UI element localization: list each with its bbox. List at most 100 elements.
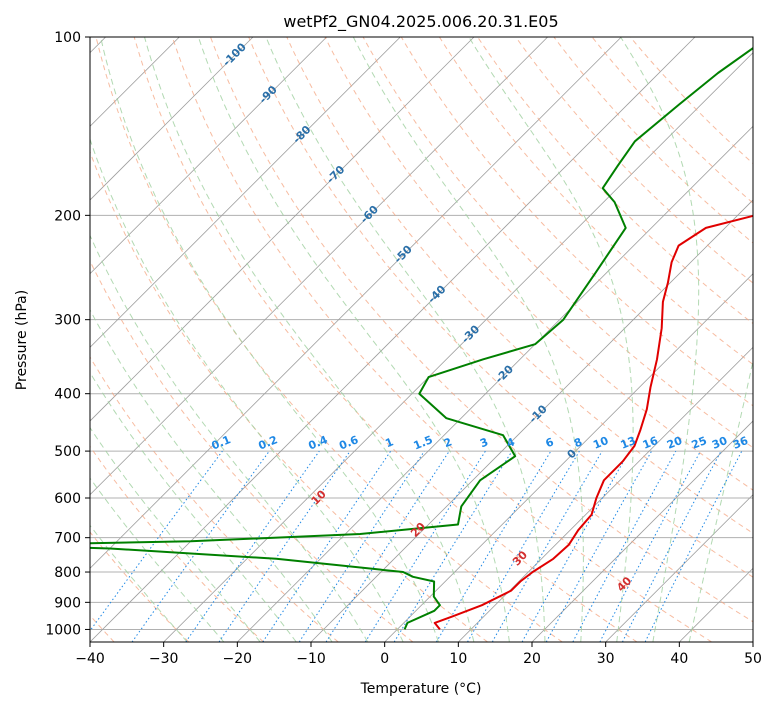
y-tick-label: 1000 [45, 622, 81, 638]
isotherm-label: -20 [493, 362, 516, 385]
dry-adiabat-line [133, 37, 638, 642]
mixing-ratio-line [325, 450, 450, 642]
y-tick-label: 400 [54, 387, 81, 403]
x-tick-label: 20 [523, 651, 541, 667]
moist-adiabat-line [144, 37, 475, 642]
x-tick-label: 0 [380, 651, 389, 667]
dry-adiabat-line [90, 356, 339, 642]
mixing-ratio-label: 0.6 [337, 433, 360, 452]
isotherm-label: -50 [392, 243, 415, 266]
dry-adiabat-line [553, 37, 753, 244]
dry-adiabat-line [90, 150, 488, 642]
mixing-ratio-line [262, 450, 392, 642]
mixing-ratio-label: 20 [665, 434, 684, 452]
moist-adiabat-line [90, 308, 333, 642]
isotherm-label: -30 [459, 322, 482, 345]
isotherm-line [384, 273, 753, 642]
dry-adiabat-line [286, 37, 753, 534]
mixing-ratio-line [435, 450, 552, 642]
x-tick-label: 50 [744, 651, 762, 667]
dry-adiabat-line [95, 37, 563, 642]
dry-adiabat-line [248, 37, 753, 578]
moist-adiabat-line [468, 37, 634, 642]
isotherm-line [90, 37, 696, 642]
dry-adiabat-line [438, 37, 753, 366]
moist-adiabat-line [90, 137, 404, 642]
isotherm-line [605, 494, 753, 642]
isotherm-line [310, 199, 753, 642]
dry-adiabat-label: 10 [309, 487, 329, 507]
x-axis-label: Temperature (°C) [360, 681, 482, 697]
isotherm-line [90, 37, 475, 422]
mixing-ratio-line [218, 450, 351, 642]
isotherm-label: -10 [527, 402, 550, 425]
y-tick-label: 700 [54, 531, 81, 547]
mixing-ratio-label: 36 [731, 434, 750, 452]
mixing-ratio-label: 13 [619, 434, 638, 452]
mixing-ratio-line [185, 450, 320, 642]
mixing-ratio-line [131, 450, 270, 642]
mixing-ratio-line [545, 450, 653, 642]
moist-adiabat-line [620, 37, 700, 642]
mixing-ratio-line [572, 450, 677, 642]
mixing-ratio-label: 1 [383, 435, 395, 450]
dry-adiabat-label: 20 [408, 520, 428, 540]
isotherm-line [90, 37, 622, 569]
y-tick-label: 100 [54, 30, 81, 46]
y-tick-label: 800 [54, 565, 81, 581]
x-tick-label: 30 [597, 651, 615, 667]
mixing-ratio-label: 3 [478, 435, 490, 450]
mixing-ratio-line [90, 450, 223, 632]
y-tick-label: 600 [54, 491, 81, 507]
mixing-ratio-label: 1.5 [412, 433, 435, 452]
dry-adiabat-label: 40 [614, 574, 634, 594]
chart-title: wetPf2_GN04.2025.006.20.31.E05 [283, 12, 558, 32]
reference-line-labels: 0.1 0.2 0.4 0.6 1 1.5 2 3 4 6 8 10 13 16 20 25 30 36-100-… [210, 40, 751, 594]
x-tick-label: −40 [75, 651, 105, 667]
mixing-ratio-line [644, 450, 743, 642]
isotherm-line [163, 52, 753, 642]
isotherm-label: -100 [220, 40, 249, 69]
y-tick-label: 300 [54, 313, 81, 329]
isotherm-line [237, 125, 753, 642]
moist-adiabat-line [265, 37, 546, 642]
y-tick-label: 200 [54, 208, 81, 224]
isotherm-label: -70 [324, 163, 347, 186]
isotherm-label: -40 [425, 283, 448, 306]
x-tick-label: −20 [223, 651, 253, 667]
moist-adiabat-line [90, 426, 261, 642]
isotherm-line [458, 346, 753, 642]
mixing-ratio-label: 16 [641, 434, 660, 452]
temperature-line [433, 214, 753, 631]
mixing-ratio-line [298, 450, 425, 642]
isotherm-label: -90 [257, 83, 280, 106]
dry-adiabat-line [90, 445, 264, 642]
isotherm-line [679, 567, 753, 642]
mixing-ratio-label: 30 [710, 434, 729, 452]
moist-adiabat-line [197, 37, 510, 642]
x-tick-label: −30 [149, 651, 179, 667]
background-grid [90, 37, 753, 642]
dry-adiabat-line [515, 37, 753, 284]
isotherm-line [90, 37, 327, 275]
dry-adiabat-line [171, 37, 712, 642]
mixing-ratio-label: 0.2 [256, 433, 279, 452]
mixing-ratio-label: 25 [690, 434, 709, 452]
isotherm-label: -80 [290, 123, 313, 146]
mixing-ratio-label: 10 [591, 434, 610, 452]
isotherm-line [90, 37, 254, 201]
moist-adiabat-line [90, 371, 297, 642]
moist-adiabat-line [90, 477, 225, 642]
mixing-ratio-line [393, 450, 513, 642]
dry-adiabat-line [210, 37, 753, 623]
moist-adiabat-line [100, 37, 439, 642]
mixing-ratio-line [364, 450, 486, 642]
dry-adiabat-line [90, 259, 414, 642]
dry-adiabat-line [591, 37, 753, 204]
isotherm-line [90, 37, 401, 348]
y-tick-label: 900 [54, 595, 81, 611]
mixing-ratio-label: 0.1 [210, 433, 233, 452]
isotherm-line [531, 420, 753, 642]
isotherm-label: -60 [358, 203, 381, 226]
